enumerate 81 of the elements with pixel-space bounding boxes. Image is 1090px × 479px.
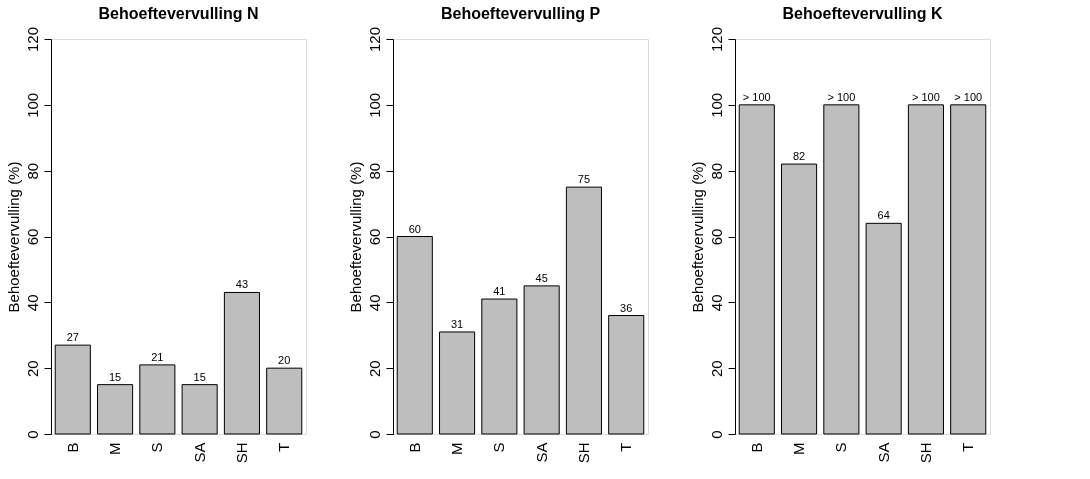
y-axis-title: Behoeftevervulling (%) <box>688 161 706 313</box>
data-label: > 100 <box>827 90 856 103</box>
y-tick-label: 120 <box>365 26 383 53</box>
bar <box>738 104 775 435</box>
x-tick-label: B <box>63 442 81 453</box>
y-tick-label: 120 <box>23 26 41 53</box>
bar <box>266 367 303 435</box>
data-label: 60 <box>408 222 421 235</box>
bar <box>481 298 518 435</box>
data-label: 15 <box>193 370 206 383</box>
bar <box>950 104 987 435</box>
x-tick-label: T <box>959 442 977 452</box>
x-tick-label: SH <box>232 442 250 464</box>
data-label: 41 <box>493 285 506 298</box>
y-axis-title: Behoeftevervulling (%) <box>4 161 22 313</box>
data-label: 27 <box>66 331 79 344</box>
data-label: 75 <box>577 173 591 186</box>
x-tick-label: T <box>275 442 293 452</box>
x-tick-label: B <box>405 442 423 453</box>
x-tick-label: T <box>617 442 635 452</box>
y-tick-label: 80 <box>707 162 725 180</box>
y-tick-label: 60 <box>365 228 383 246</box>
chart-title: Behoeftevervulling K <box>782 5 943 23</box>
x-tick-label: M <box>106 442 124 455</box>
y-tick-label: 40 <box>365 294 383 312</box>
chart-title: Behoeftevervulling P <box>440 5 601 23</box>
y-tick-label: 80 <box>365 162 383 180</box>
y-tick-label: 40 <box>23 294 41 312</box>
y-tick-label: 0 <box>365 430 383 439</box>
y-tick-label: 40 <box>707 294 725 312</box>
x-tick-label: SA <box>874 442 892 463</box>
data-label: > 100 <box>742 90 771 103</box>
x-tick-label: S <box>832 442 850 453</box>
y-tick-label: 0 <box>707 430 725 439</box>
bar <box>181 384 218 435</box>
data-label: 64 <box>877 209 890 222</box>
y-tick-label: 80 <box>23 162 41 180</box>
y-tick-label: 20 <box>707 360 725 378</box>
y-tick-label: 60 <box>707 228 725 246</box>
y-tick-label: 60 <box>23 228 41 246</box>
data-label: > 100 <box>954 90 983 103</box>
data-label: > 100 <box>912 90 940 103</box>
x-tick-label: S <box>148 442 166 453</box>
y-axis-title: Behoeftevervulling (%) <box>346 161 364 313</box>
chart-title: Behoeftevervulling N <box>98 5 259 23</box>
bar <box>396 236 433 435</box>
data-label: 43 <box>235 278 249 291</box>
bar <box>97 384 134 435</box>
bar <box>865 222 902 435</box>
x-tick-label: M <box>448 442 466 455</box>
y-tick-label: 20 <box>23 360 41 378</box>
y-tick-label: 120 <box>707 26 725 53</box>
y-tick-label: 100 <box>23 92 41 118</box>
x-tick-label: S <box>490 442 508 453</box>
data-label: 21 <box>151 350 164 363</box>
x-tick-label: M <box>790 442 808 455</box>
bar <box>523 285 560 435</box>
bar <box>823 104 860 435</box>
x-tick-label: SA <box>190 442 208 463</box>
bar <box>54 344 91 435</box>
bar <box>781 163 818 435</box>
x-tick-label: SH <box>574 442 592 464</box>
x-tick-label: B <box>747 442 765 453</box>
bar <box>907 104 944 435</box>
y-tick-label: 20 <box>365 360 383 378</box>
x-tick-label: SA <box>532 442 550 463</box>
y-tick-label: 100 <box>365 92 383 118</box>
data-label: 36 <box>620 301 633 314</box>
data-label: 20 <box>278 354 291 367</box>
bar <box>565 186 602 435</box>
bar <box>223 291 260 435</box>
data-label: 15 <box>108 370 122 383</box>
data-label: 31 <box>450 317 464 330</box>
bar <box>439 331 476 435</box>
x-tick-label: SH <box>916 442 934 464</box>
data-label: 45 <box>535 271 548 284</box>
y-tick-label: 0 <box>23 430 41 439</box>
bar <box>608 315 645 435</box>
y-tick-label: 100 <box>707 92 725 118</box>
bar <box>139 364 176 435</box>
data-label: 82 <box>792 150 806 163</box>
